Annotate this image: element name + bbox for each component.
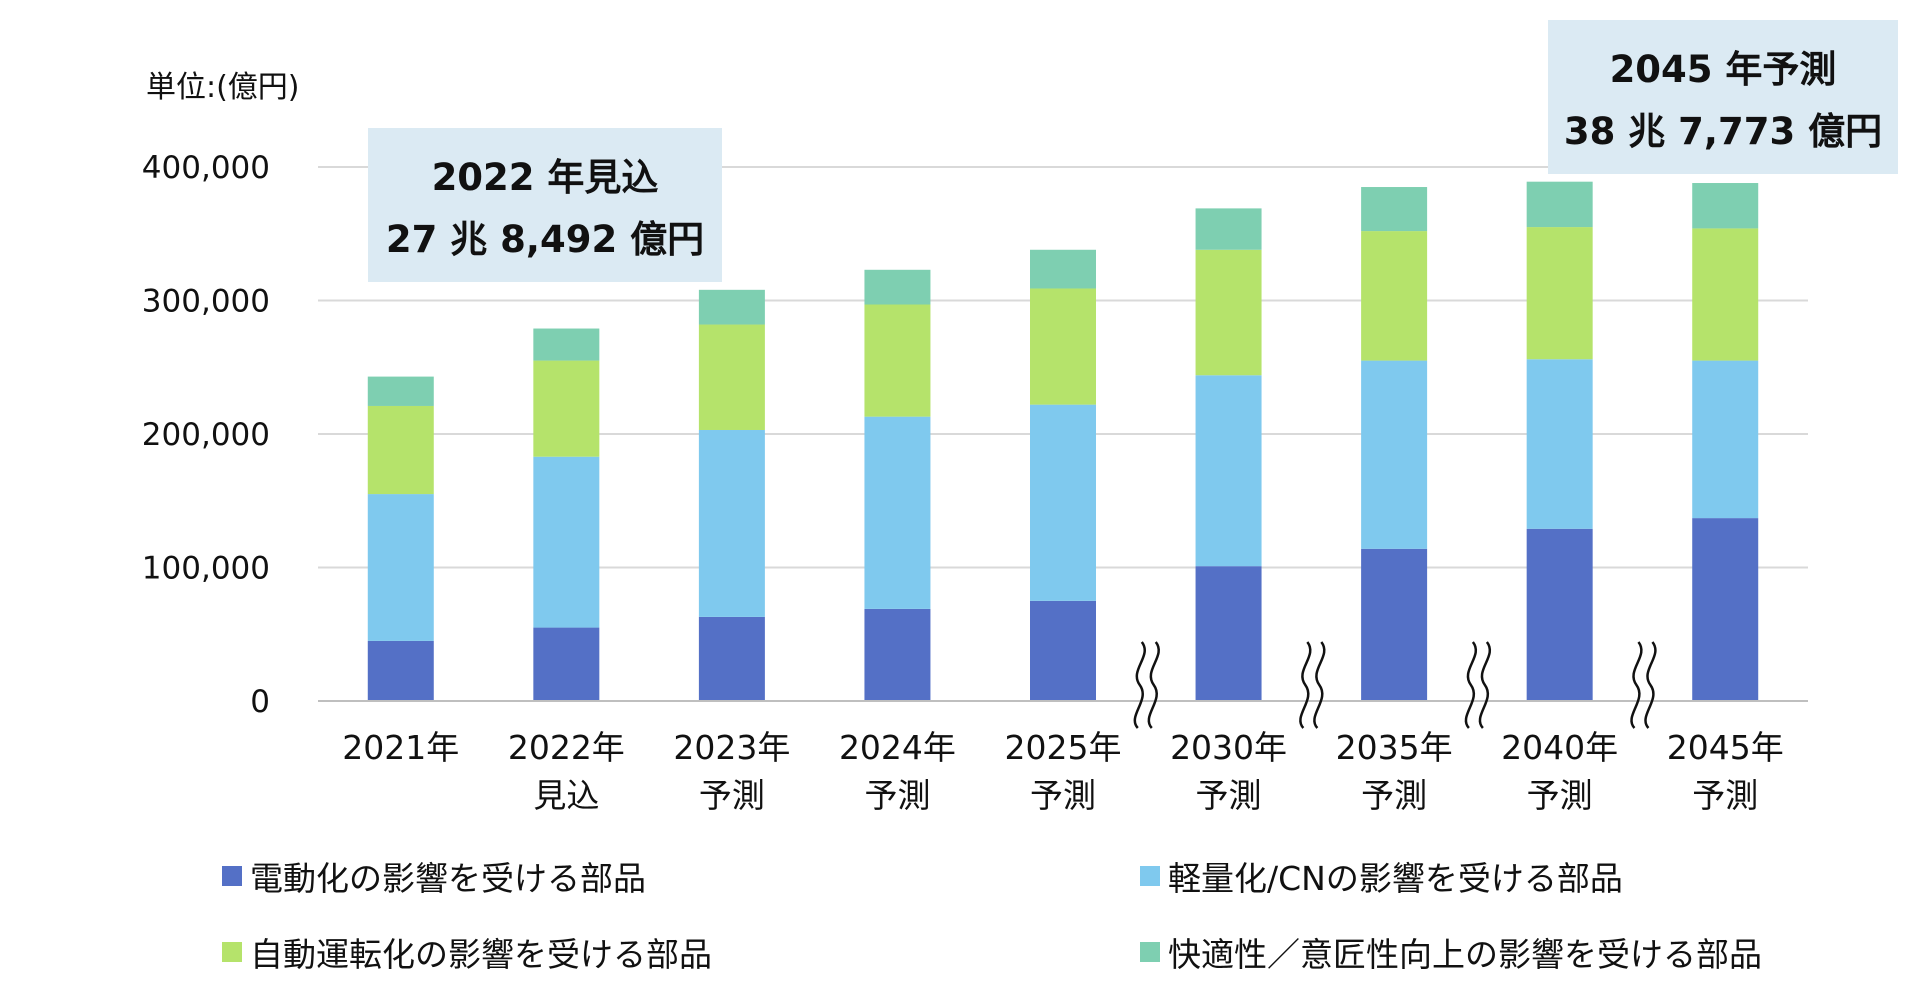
legend-label: 電動化の影響を受ける部品: [250, 859, 646, 898]
x-tick-label: 2023年: [673, 728, 790, 767]
x-tick-label: 2045年: [1667, 728, 1784, 767]
bar-segment-s2-c3: [864, 304, 931, 417]
x-tick-label: 予測: [1030, 776, 1096, 815]
legend-swatch: [1140, 866, 1160, 886]
x-tick-label: 2021年: [342, 728, 459, 767]
bar-segment-s3-c2: [698, 289, 765, 325]
x-tick-label: 予測: [1361, 776, 1427, 815]
callout-text: 27 兆 8,492 億円: [386, 218, 704, 261]
bar-segment-s0-c7: [1526, 528, 1593, 701]
x-tick-label: 2022年: [508, 728, 625, 767]
x-tick-label: 予測: [1527, 776, 1593, 815]
legend-label: 軽量化/CNの影響を受ける部品: [1168, 859, 1623, 898]
bar-segment-s3-c1: [533, 328, 600, 361]
bar-segment-s1-c7: [1526, 359, 1593, 529]
axis-break-mark: [1147, 641, 1160, 729]
axis-break-mark: [1478, 641, 1492, 729]
callout-text: 38 兆 7,773 億円: [1564, 110, 1882, 153]
x-tick-label: 予測: [864, 776, 930, 815]
x-tick-label: 2040年: [1501, 728, 1618, 767]
axis-break-mark: [1299, 641, 1312, 729]
bar-segment-s1-c5: [1195, 375, 1262, 567]
x-tick-label: 予測: [699, 776, 765, 815]
bar-segment-s1-c6: [1361, 360, 1428, 549]
x-tick-label: 2030年: [1170, 728, 1287, 767]
bar-segment-s2-c6: [1361, 231, 1428, 361]
bar-segment-s2-c0: [367, 405, 434, 495]
bar-segment-s2-c5: [1195, 249, 1262, 376]
legend: 電動化の影響を受ける部品 軽量化/CNの影響を受ける部品自動運転化の影響を受ける部…: [222, 859, 1762, 974]
legend-swatch: [1140, 942, 1160, 962]
bar-segment-s0-c5: [1195, 566, 1262, 701]
bar-segment-s1-c2: [698, 429, 765, 617]
bar-segment-s3-c5: [1195, 208, 1262, 250]
x-tick-label: 予測: [1196, 776, 1262, 815]
bar-segment-s0-c6: [1361, 548, 1428, 701]
bar-segment-s2-c2: [698, 324, 765, 430]
bar-segment-s3-c3: [864, 269, 931, 305]
x-tick-label: 2024年: [839, 728, 956, 767]
bar-segment-s0-c3: [864, 608, 931, 701]
axis-break-mark: [1133, 641, 1146, 729]
legend-label: 快適性／意匠性向上の影響を受ける部品: [1168, 935, 1762, 974]
axis-break-mark: [1464, 641, 1478, 729]
bar-segment-s0-c1: [533, 627, 600, 701]
bar-segment-s2-c4: [1030, 288, 1096, 405]
bar-segment-s3-c8: [1692, 183, 1759, 229]
bar-segment-s2-c8: [1692, 228, 1759, 361]
bar-segment-s1-c8: [1692, 360, 1759, 519]
callout-text: 2022 年見込: [432, 156, 659, 199]
axis-breaks: [1133, 641, 1657, 729]
y-tick-label: 0: [250, 684, 270, 720]
legend-label: 自動運転化の影響を受ける部品: [250, 935, 712, 974]
axis-break-mark: [1630, 641, 1643, 729]
bar-segment-s0-c4: [1030, 600, 1096, 701]
bar-segment-s1-c4: [1030, 404, 1096, 601]
y-tick-label: 400,000: [142, 150, 270, 186]
axis-break-mark: [1644, 641, 1657, 729]
bar-segment-s2-c1: [533, 360, 600, 457]
bar-segment-s1-c0: [367, 494, 434, 641]
y-tick-label: 100,000: [142, 551, 270, 587]
legend-swatch: [222, 942, 242, 962]
bar-segment-s1-c1: [533, 456, 600, 628]
callouts: 2022 年見込 27 兆 8,492 億円 2045 年予測 38 兆 7,773 …: [368, 20, 1898, 282]
unit-label: 単位:(億円): [146, 70, 300, 105]
bar-segment-s3-c4: [1030, 249, 1096, 289]
bar-segment-s3-c7: [1526, 181, 1593, 228]
legend-swatch: [222, 866, 242, 886]
callout-box: [1548, 20, 1898, 174]
callout-text: 2045 年予測: [1610, 48, 1837, 91]
bar-segment-s0-c8: [1692, 518, 1759, 701]
axis-break-mark: [1313, 641, 1326, 729]
x-tick-label: 2025年: [1005, 728, 1122, 767]
y-tick-label: 200,000: [142, 417, 270, 453]
bar-segment-s2-c7: [1526, 227, 1593, 360]
x-tick-label: 2035年: [1336, 728, 1453, 767]
bar-segment-s3-c6: [1361, 187, 1428, 232]
axes: 0 100,000 200,000 300,000 400,000 単位:(億円) 2021…: [142, 70, 1808, 815]
bar-segment-s1-c3: [864, 416, 931, 609]
bar-segment-s0-c0: [367, 640, 434, 701]
bar-segment-s3-c0: [367, 376, 434, 406]
x-tick-label: 予測: [1692, 776, 1758, 815]
callout-box: [368, 128, 722, 282]
bars: [367, 181, 1759, 701]
x-tick-label: 見込: [533, 776, 599, 815]
bar-segment-s0-c2: [698, 616, 765, 701]
y-tick-label: 300,000: [142, 284, 270, 320]
